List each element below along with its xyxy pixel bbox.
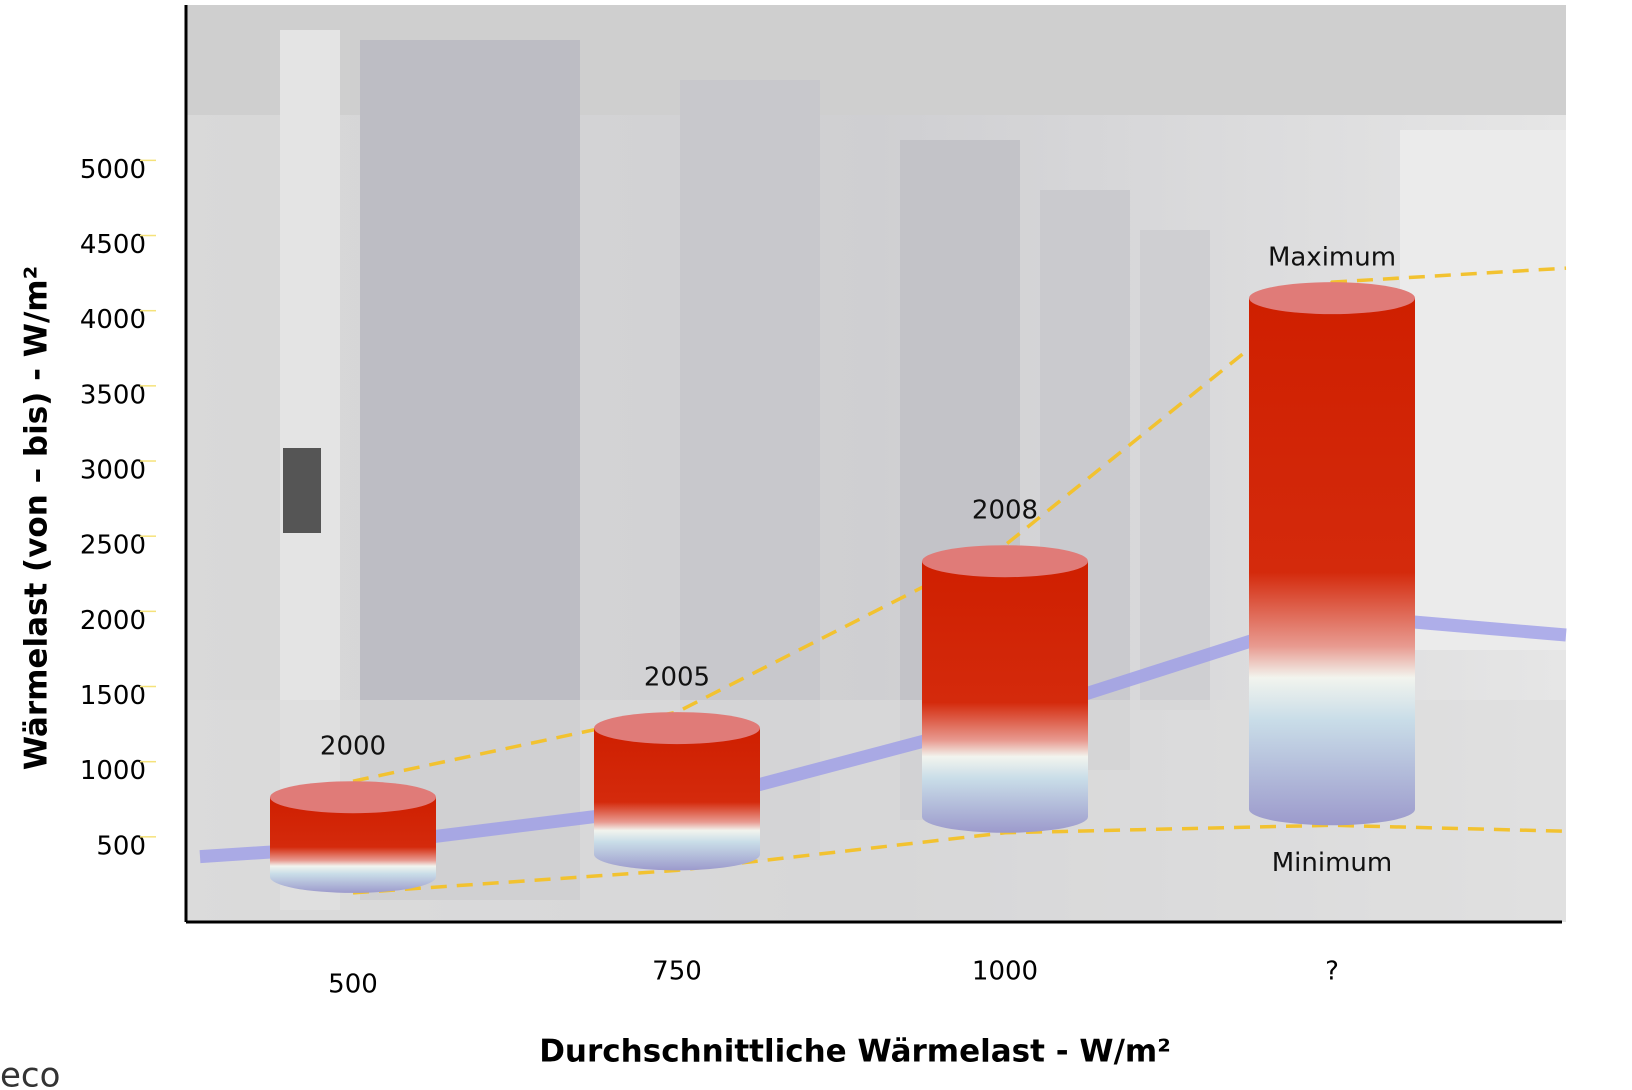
cylinder-body <box>594 728 760 871</box>
x-tick-label: 750 <box>652 957 702 987</box>
cylinder-top <box>1249 282 1415 315</box>
y-tick-label: 4000 <box>80 305 146 335</box>
x-tick-label: 1000 <box>972 957 1038 987</box>
x-tick-label: 500 <box>328 970 378 1000</box>
y-tick-label: 500 <box>96 831 146 861</box>
logo: eco <box>0 1056 60 1090</box>
plot <box>199 266 1567 895</box>
y-tick-label: 3000 <box>80 456 146 486</box>
year-label: 2000 <box>320 732 386 762</box>
y-tick-label: 1500 <box>80 681 146 711</box>
cylinder-top <box>922 545 1088 578</box>
year-label: 2005 <box>644 663 710 693</box>
y-tick-label: 1000 <box>80 756 146 786</box>
cylinder-body <box>922 561 1088 833</box>
cylinder-top <box>270 781 436 814</box>
cylinder-top <box>594 712 760 745</box>
x-tick-label: ? <box>1325 957 1339 987</box>
y-tick-label: 2500 <box>80 531 146 561</box>
max-envelope <box>352 266 1567 783</box>
cylinder-body <box>270 797 436 893</box>
cylinder-body <box>1249 298 1415 826</box>
y-axis-title: Wärmelast (von – bis) - W/m² <box>19 266 55 770</box>
y-tick-label: 3500 <box>80 380 146 410</box>
year-label: 2008 <box>972 496 1038 526</box>
min-envelope <box>352 823 1567 895</box>
max-label: Maximum <box>1268 243 1396 273</box>
min-label: Minimum <box>1272 848 1393 878</box>
y-tick-label: 5000 <box>80 155 146 185</box>
x-axis-title: Durchschnittliche Wärmelast - W/m² <box>539 1034 1171 1070</box>
y-tick-label: 4500 <box>80 230 146 260</box>
y-tick-label: 2000 <box>80 606 146 636</box>
